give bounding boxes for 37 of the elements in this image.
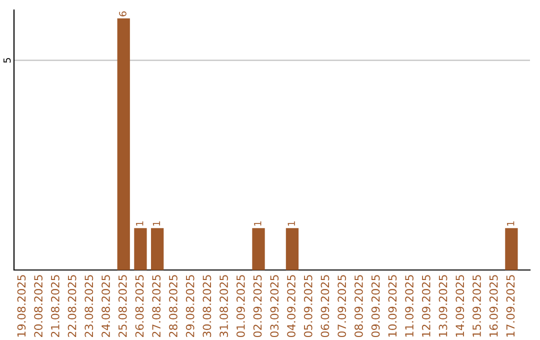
x-tick-label: 30.08.2025 — [202, 275, 212, 337]
x-tick-label: 23.08.2025 — [84, 275, 94, 337]
x-tick-label: 01.09.2025 — [236, 275, 245, 338]
x-tick-label: 05.09.2025 — [304, 275, 312, 338]
data-label: 1 — [254, 221, 262, 226]
x-tick-label: 04.09.2025 — [287, 275, 296, 338]
x-tick-label: 22.08.2025 — [68, 275, 76, 337]
x-tick-label: 19.08.2025 — [17, 275, 26, 337]
x-tick-label: 20.08.2025 — [34, 275, 43, 337]
x-tick-label: 29.08.2025 — [186, 275, 194, 337]
data-label: 6 — [119, 11, 126, 16]
x-tick-label: 02.09.2025 — [253, 275, 262, 338]
x-tick-label: 10.09.2025 — [388, 275, 397, 337]
y-tick-label: 5 — [4, 58, 11, 63]
x-tick-label: 26.08.2025 — [135, 275, 144, 337]
x-tick-label: 24.08.2025 — [102, 275, 110, 337]
x-tick-label: 11.09.2025 — [405, 275, 414, 337]
x-tick-label: 07.09.2025 — [338, 275, 346, 338]
x-tick-label: 06.09.2025 — [320, 275, 330, 338]
data-label: 1 — [288, 221, 295, 226]
x-tick-label: 08.09.2025 — [354, 275, 363, 338]
x-tick-label: 28.08.2025 — [169, 275, 178, 337]
x-tick-label: 31.08.2025 — [220, 275, 228, 337]
x-tick-label: 03.09.2025 — [270, 275, 279, 338]
x-tick-label: 21.08.2025 — [50, 275, 60, 337]
x-tick-label: 15.09.2025 — [472, 275, 481, 337]
x-tick-label: 09.09.2025 — [371, 275, 380, 338]
data-label: 1 — [152, 221, 160, 226]
x-tick-label: 16.09.2025 — [489, 275, 498, 337]
x-tick-label: 13.09.2025 — [438, 275, 448, 337]
x-tick-label: 25.08.2025 — [118, 275, 127, 337]
x-tick-label: 14.09.2025 — [456, 275, 464, 337]
data-label: 1 — [507, 221, 514, 226]
x-tick-label: 17.09.2025 — [506, 275, 515, 337]
x-tick-label: 27.08.2025 — [152, 275, 161, 337]
data-label: 1 — [136, 221, 144, 226]
x-tick-label: 12.09.2025 — [422, 275, 430, 337]
